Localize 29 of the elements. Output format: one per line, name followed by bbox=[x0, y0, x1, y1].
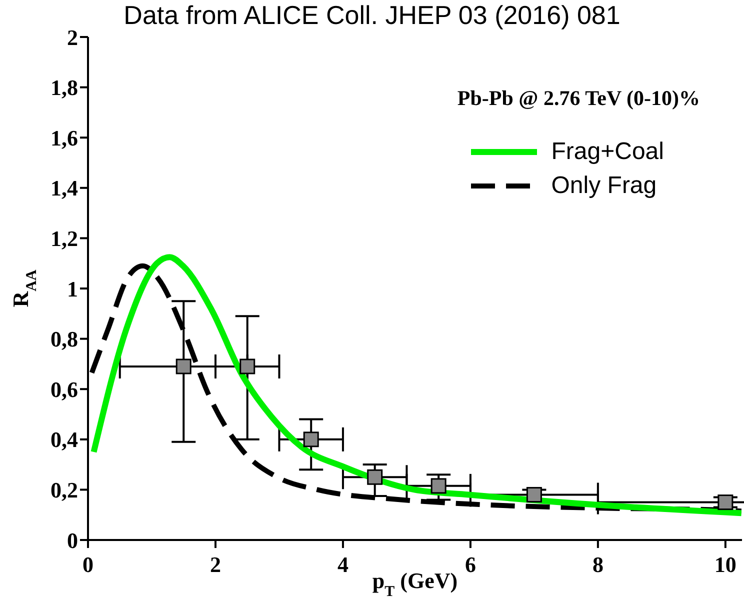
x-tick-label: 4 bbox=[337, 552, 348, 577]
point bbox=[240, 358, 256, 374]
point bbox=[303, 432, 319, 448]
y-tick-label: 0,4 bbox=[50, 427, 78, 452]
y-tick-label: 1,8 bbox=[50, 75, 78, 100]
point bbox=[718, 494, 734, 510]
point bbox=[367, 469, 383, 485]
x-tick-label: 10 bbox=[714, 552, 736, 577]
x-tick-label: 2 bbox=[210, 552, 221, 577]
annotation: Pb-Pb @ 2.76 TeV (0-10)% bbox=[457, 86, 700, 111]
y-tick-label: 0,6 bbox=[50, 376, 78, 402]
y-tick-label: 1,6 bbox=[50, 125, 78, 150]
y-tick-label: 0 bbox=[67, 528, 78, 553]
y-tick-label: 1,4 bbox=[50, 176, 78, 201]
legend-label: Only Frag bbox=[551, 172, 657, 200]
x-tick-label: 6 bbox=[464, 552, 476, 577]
y-tick-label: 0,8 bbox=[50, 326, 78, 352]
y-tick-label: 1 bbox=[67, 276, 78, 302]
y-tick-label: 1,2 bbox=[50, 226, 78, 252]
point bbox=[176, 358, 192, 374]
x-axis-title: p$_{T}$ (GeV) bbox=[372, 568, 458, 600]
y-tick-label: 2 bbox=[67, 24, 78, 50]
x-tick-label: 0 bbox=[82, 552, 94, 577]
y-tick-label: 0,2 bbox=[50, 478, 78, 503]
point bbox=[430, 478, 446, 494]
chart-title: Data from ALICE Coll. JHEP 03 (2016) 081 bbox=[124, 0, 620, 30]
x-tick-label: 8 bbox=[592, 552, 604, 577]
point bbox=[526, 486, 542, 502]
legend-label: Frag+Coal bbox=[551, 138, 664, 166]
